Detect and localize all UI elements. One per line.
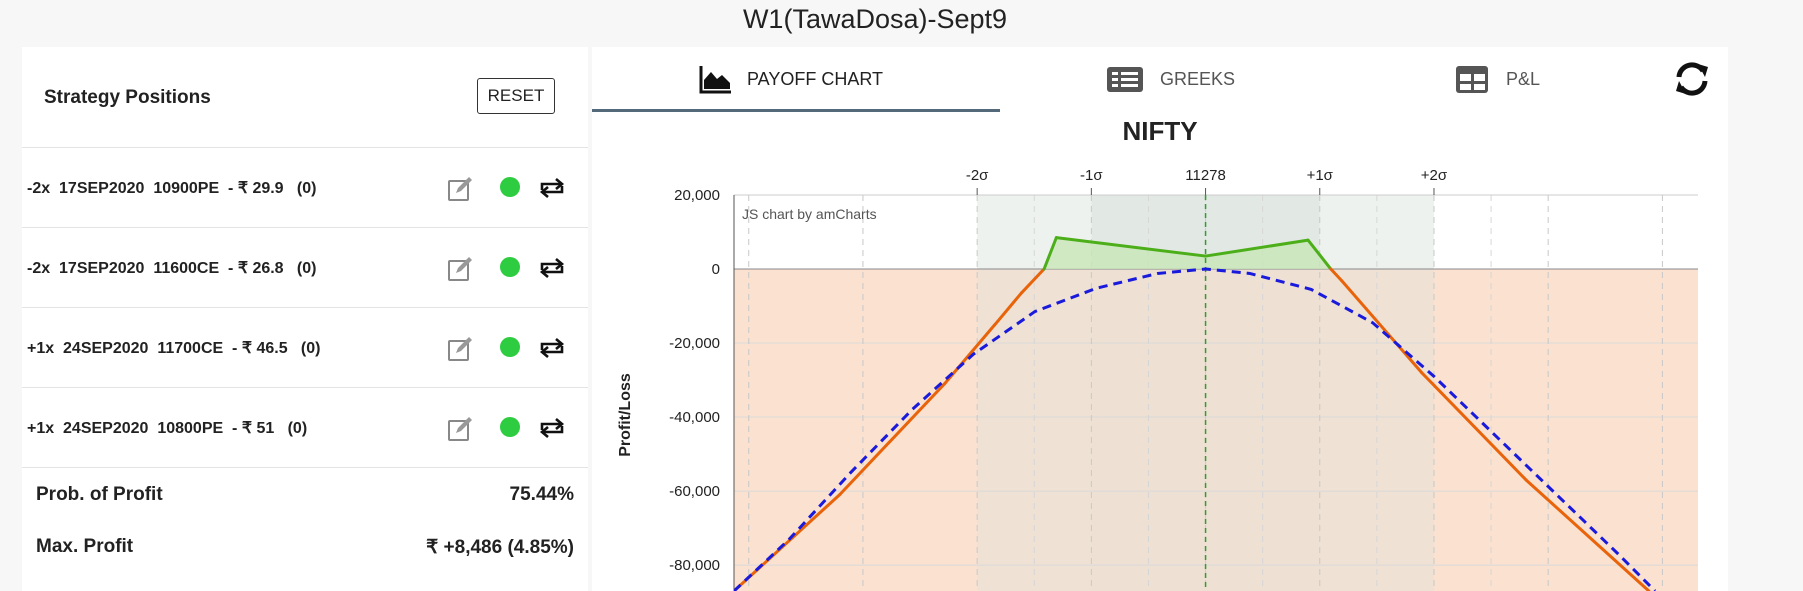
- top-axis-label: -2σ: [966, 167, 989, 184]
- payoff-line-segment: [1054, 236, 1208, 258]
- tab-label: PAYOFF CHART: [747, 69, 884, 89]
- payoff-line-segment: [1042, 236, 1058, 271]
- payoff-line-segment: [1340, 279, 1424, 375]
- chart-title: NIFTY: [1122, 116, 1197, 146]
- edit-icon[interactable]: [447, 176, 473, 202]
- table-icon: [1456, 66, 1488, 93]
- edit-icon[interactable]: [447, 336, 473, 362]
- roll-over-icon[interactable]: [538, 176, 566, 200]
- edit-icon[interactable]: [447, 416, 473, 442]
- status-dot: [500, 257, 520, 277]
- payoff-line-segment: [1420, 371, 1528, 482]
- tab-payoff-chart[interactable]: PAYOFF CHART: [699, 64, 919, 109]
- roll-over-icon[interactable]: [538, 336, 566, 360]
- position-text: -2x 17SEP2020 11600CE - ₹ 26.8 (0): [27, 260, 317, 277]
- payoff-panel: 20,000 0 -20,000 -40,000 -60,000 -80,000 -2σ -1…: [592, 47, 1728, 591]
- list-icon: [1107, 67, 1143, 92]
- probability-of-profit-row: Prob. of Profit 75.44%: [22, 468, 588, 520]
- status-dot: [500, 177, 520, 197]
- active-tab-indicator: [592, 109, 1000, 112]
- payoff-line-segment: [1524, 478, 1651, 591]
- max-profit-row: Max. Profit ₹ +8,486 (4.85%): [22, 520, 588, 572]
- reset-button[interactable]: RESET: [477, 78, 555, 114]
- y-tick-label: 20,000: [674, 187, 720, 204]
- top-axis-label: -1σ: [1080, 167, 1103, 184]
- y-tick-label: -40,000: [669, 409, 720, 426]
- top-axis-label: +1σ: [1307, 167, 1334, 184]
- stat-value: 75.44%: [509, 484, 574, 505]
- strategy-positions-title: Strategy Positions: [44, 87, 211, 108]
- payoff-line-segment: [1306, 238, 1333, 271]
- payoff-line-segment: [838, 382, 947, 497]
- strategy-positions-panel: Strategy Positions RESET -2x 17SEP2020 1…: [22, 47, 588, 591]
- stat-label: Prob. of Profit: [36, 484, 163, 505]
- tab-label: GREEKS: [1160, 69, 1236, 89]
- position-text: -2x 17SEP2020 10900PE - ₹ 29.9 (0): [27, 180, 317, 197]
- status-dot: [500, 417, 520, 437]
- status-dot: [500, 337, 520, 357]
- y-tick-label: -80,000: [669, 557, 720, 574]
- roll-over-icon[interactable]: [538, 256, 566, 280]
- y-tick-label: -60,000: [669, 483, 720, 500]
- position-text: +1x 24SEP2020 11700CE - ₹ 46.5 (0): [27, 340, 321, 357]
- y-axis-label: Profit/Loss: [617, 373, 634, 457]
- top-axis-label: 11278: [1185, 167, 1226, 184]
- area-chart-icon: [699, 66, 731, 94]
- tab-greeks[interactable]: GREEKS: [1106, 64, 1256, 109]
- refresh-icon[interactable]: [1672, 59, 1712, 99]
- payoff-line-segment: [1329, 267, 1344, 283]
- loss-region: [734, 269, 1698, 591]
- tab-label: P&L: [1506, 69, 1541, 89]
- payoff-line-segment: [1019, 267, 1046, 295]
- tab-pl[interactable]: P&L: [1455, 64, 1565, 109]
- position-text: +1x 24SEP2020 10800PE - ₹ 51 (0): [27, 420, 308, 437]
- strategy-positions-header: Strategy Positions RESET: [22, 47, 588, 148]
- stat-value: ₹ +8,486 (4.85%): [426, 537, 574, 558]
- payoff-chart: 20,000 0 -20,000 -40,000 -60,000 -80,000 -2σ -1…: [617, 116, 1698, 591]
- page-title: W1(TawaDosa)-Sept9: [742, 4, 1008, 34]
- payoff-line-segment: [1204, 238, 1310, 258]
- y-tick-label: 0: [712, 261, 720, 278]
- stat-label: Max. Profit: [36, 536, 134, 557]
- edit-icon[interactable]: [447, 256, 473, 282]
- payoff-line-segment: [993, 291, 1023, 327]
- position-row: -2x 17SEP2020 10900PE - ₹ 29.9 (0): [22, 148, 588, 228]
- chart-credit: JS chart by amCharts: [742, 206, 877, 222]
- top-axis-label: +2σ: [1421, 167, 1448, 184]
- position-row: +1x 24SEP2020 11700CE - ₹ 46.5 (0): [22, 308, 588, 388]
- target-day-line: [734, 267, 1657, 591]
- y-tick-label: -20,000: [669, 335, 720, 352]
- position-row: +1x 24SEP2020 10800PE - ₹ 51 (0): [22, 388, 588, 468]
- position-row: -2x 17SEP2020 11600CE - ₹ 26.8 (0): [22, 228, 588, 308]
- roll-over-icon[interactable]: [538, 416, 566, 440]
